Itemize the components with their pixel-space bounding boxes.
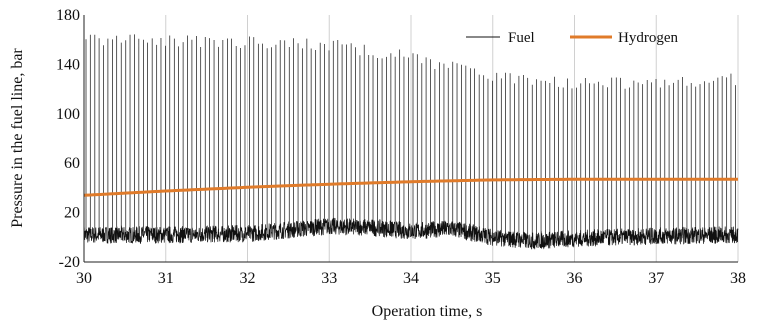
x-tick-labels: 30 31 32 33 34 35 36 37 38 [76,270,746,287]
y-tick-label: 180 [56,7,80,24]
y-tick-labels: -20 20 60 100 140 180 [56,7,80,271]
x-tick-label: 33 [321,270,337,287]
x-tick-label: 34 [403,270,419,287]
x-tick-label: 30 [76,270,92,287]
legend-label-hydrogen: Hydrogen [618,30,678,46]
x-tick-label: 36 [567,270,583,287]
y-tick-label: 100 [56,106,80,123]
hydrogen-line [83,177,738,197]
x-tick-label: 37 [648,270,664,287]
y-tick-label: 20 [64,205,80,222]
y-tick-label: -20 [59,254,80,271]
legend-label-fuel: Fuel [508,30,535,46]
y-axis-title: Pressure in the fuel line, bar [9,48,26,228]
x-tick-label: 38 [730,270,746,287]
legend: Fuel Hydrogen [466,30,678,46]
x-axis-title: Operation time, s [372,303,483,320]
x-tick-label: 35 [485,270,501,287]
y-tick-label: 60 [64,155,80,172]
axes [83,15,738,263]
series-fuel [83,34,739,250]
fuel-line [83,34,739,250]
x-tick-label: 32 [240,270,256,287]
x-tick-label: 31 [158,270,174,287]
y-tick-label: 140 [56,56,80,73]
series-hydrogen [83,177,738,197]
grid [83,15,739,262]
